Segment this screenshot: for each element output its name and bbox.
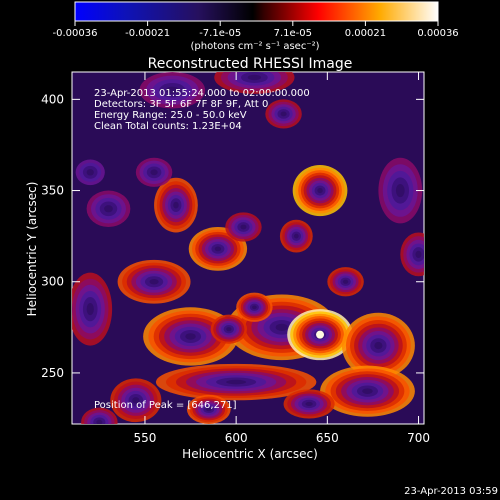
axis-tick-labels: 550 600 650 700 250 300 350 400 (41, 92, 430, 445)
heatmap-blob (395, 183, 405, 198)
heatmap-layer (72, 72, 424, 424)
heatmap-blob (86, 169, 94, 176)
heatmap-blob (317, 187, 323, 194)
heatmap-blob (149, 279, 159, 285)
heatmap-blob (247, 74, 262, 81)
heatmap-blob (293, 233, 299, 239)
clean-counts-text: Clean Total counts: 1.23E+04 (94, 121, 242, 132)
heatmap-blob (374, 341, 383, 350)
colorbar-tick-label: 0.00036 (417, 28, 458, 39)
y-tick-label: 250 (41, 366, 64, 380)
heatmap-blob (305, 401, 313, 407)
colorbar-gradient (74, 1, 439, 22)
plot-area: 23-Apr-2013 01:55:24.000 to 02:00:00.000… (71, 71, 425, 425)
heatmap-blob (206, 407, 212, 412)
heatmap-blob (104, 205, 113, 213)
heatmap-blob (214, 246, 222, 252)
colorbar-unit-label: (photons cm⁻² s⁻¹ asec⁻²) (190, 41, 319, 52)
y-axis-label: Heliocentric Y (arcsec) (25, 182, 39, 317)
overlay-text: 23-Apr-2013 01:55:24.000 to 02:00:00.000… (94, 88, 310, 411)
heatmap-blob (86, 303, 94, 316)
chart-title: Reconstructed RHESSI Image (148, 56, 353, 72)
x-axis-label: Heliocentric X (arcsec) (182, 447, 318, 461)
colorbar-tick-label: 0.00021 (345, 28, 386, 39)
x-tick-label: 700 (407, 431, 430, 445)
plot-tick-marks (72, 72, 424, 424)
footer-timestamp: 23-Apr-2013 03:59 (404, 486, 498, 497)
heatmap-blob (165, 86, 179, 94)
x-tick-label: 650 (316, 431, 339, 445)
heatmap-blob (226, 327, 232, 332)
colorbar-tick-label: -7.1e-05 (199, 28, 241, 39)
y-tick-label: 350 (41, 184, 64, 198)
x-tick-label: 550 (134, 431, 157, 445)
heatmap-blob (275, 323, 288, 331)
heatmap-blob (132, 397, 140, 404)
energy-range-text: Energy Range: 25.0 - 50.0 keV (94, 110, 247, 121)
heatmap-blob (226, 379, 247, 385)
heatmap-blob (185, 333, 196, 340)
x-tick-label: 600 (225, 431, 248, 445)
heatmap-blob (415, 250, 422, 259)
heatmap-blob (362, 388, 373, 395)
y-tick-label: 300 (41, 275, 64, 289)
colorbar-tick-label: -0.00036 (53, 28, 98, 39)
peak-position-text: Position of Peak = [646,271] (94, 400, 237, 411)
heatmap-blob (280, 111, 287, 117)
heatmap-blob (240, 224, 247, 230)
heatmap-blob (342, 279, 349, 284)
colorbar (74, 1, 439, 22)
detectors-text: Detectors: 3F 5F 6F 7F 8F 9F, Att 0 (94, 99, 268, 110)
heatmap-blob (96, 419, 103, 424)
heatmap-blob (173, 201, 179, 209)
time-range-text: 23-Apr-2013 01:55:24.000 to 02:00:00.000 (94, 88, 310, 99)
colorbar-tick-label: -0.00021 (125, 28, 170, 39)
y-tick-label: 400 (41, 92, 64, 106)
peak-marker (316, 330, 325, 339)
heatmap-blob (252, 305, 257, 310)
colorbar-tick-labels: -0.00036 -0.00021 -7.1e-05 7.1e-05 0.00021 0.… (53, 21, 459, 39)
colorbar-tick-label: 7.1e-05 (274, 28, 312, 39)
heatmap-blob (150, 169, 158, 176)
